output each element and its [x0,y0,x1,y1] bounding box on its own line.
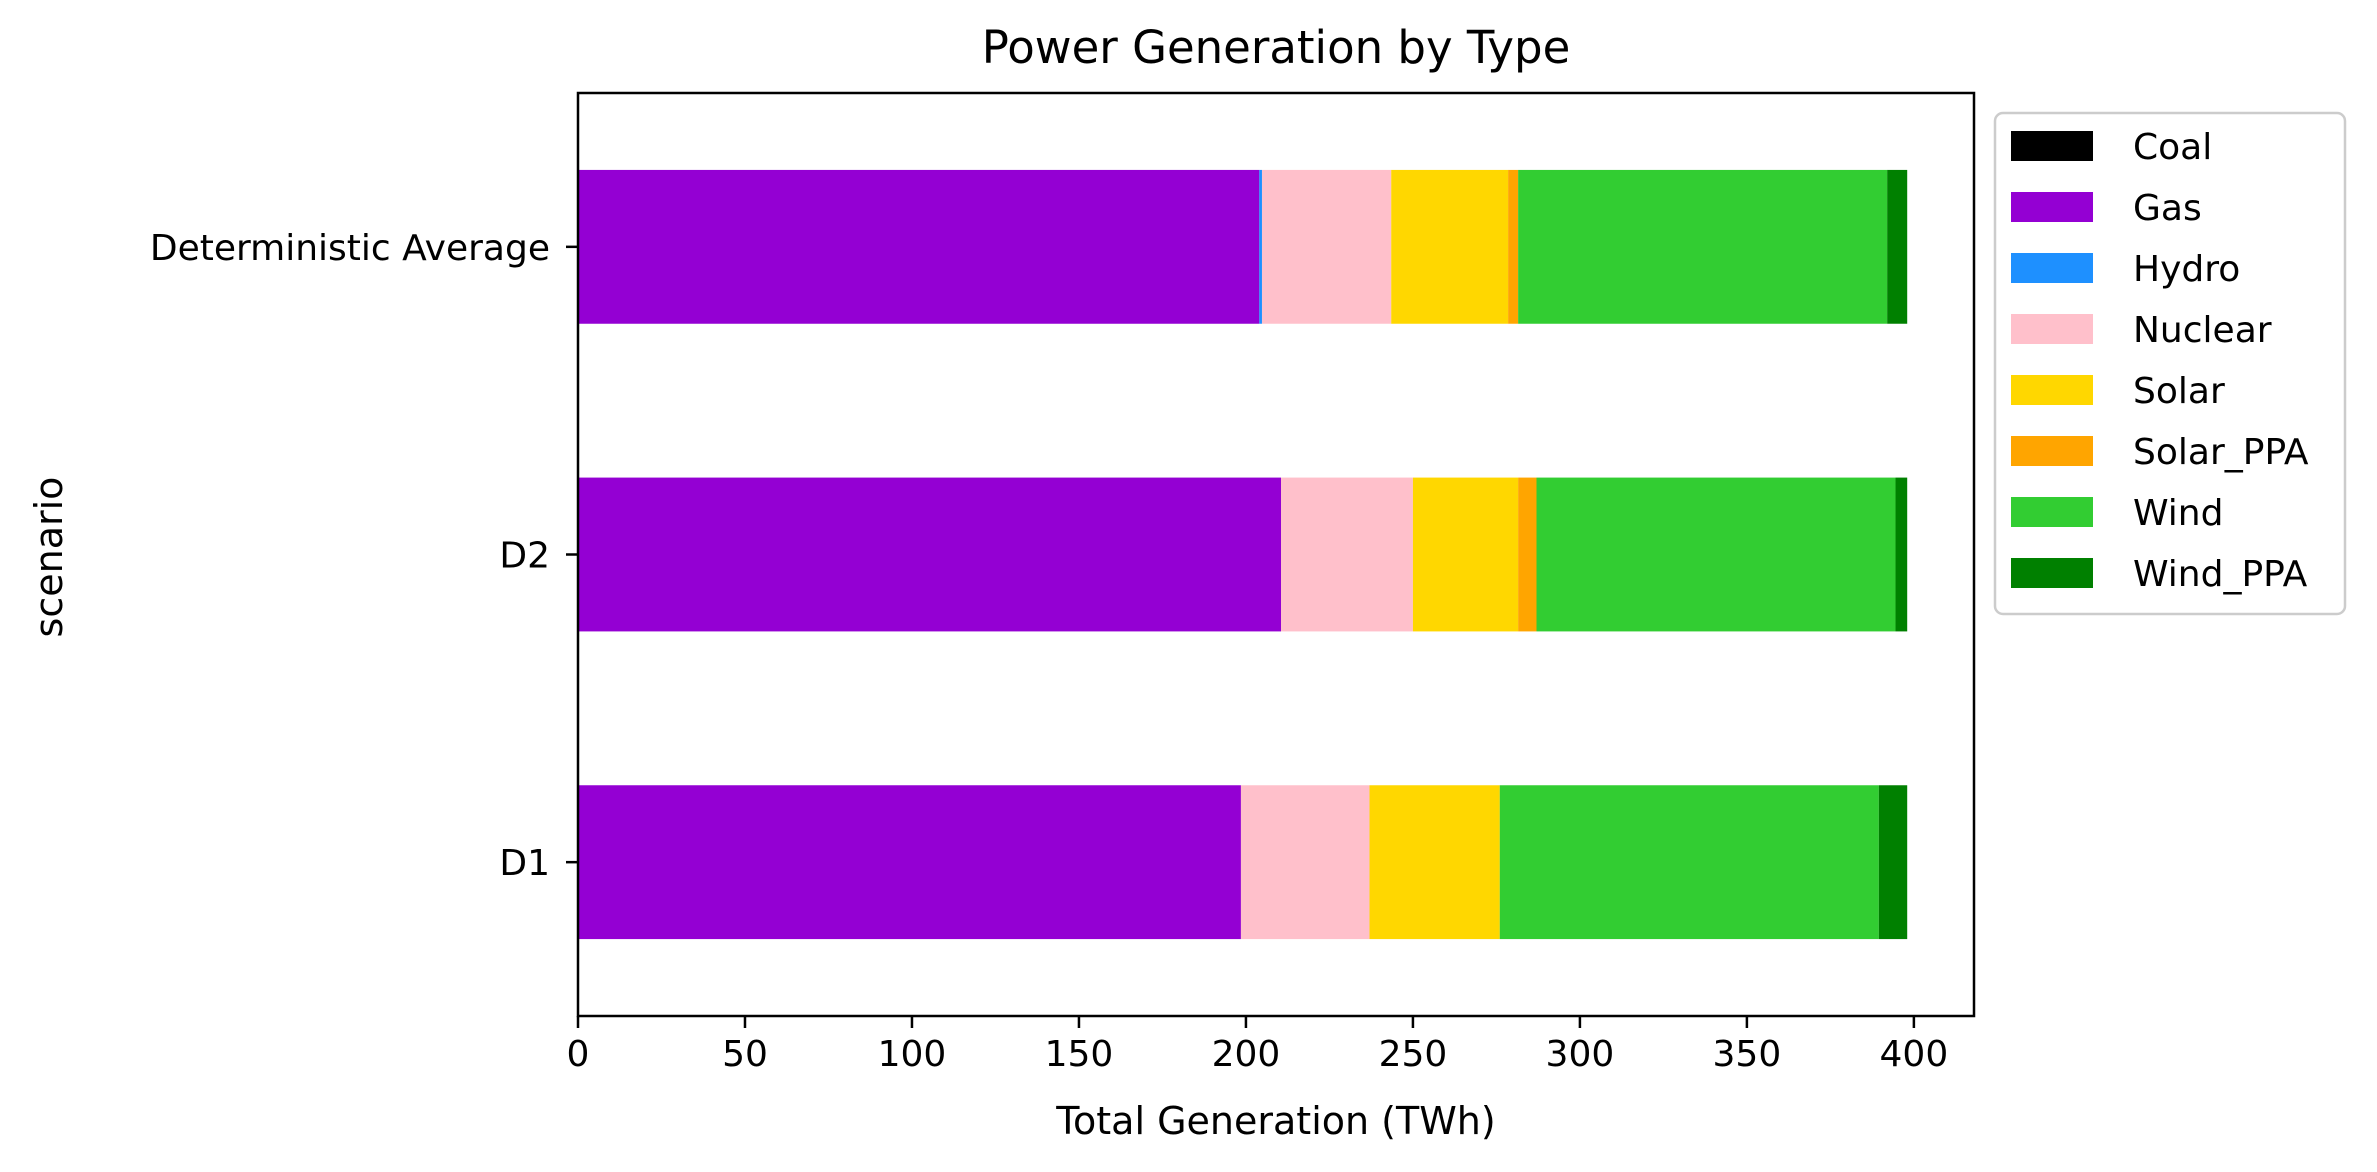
x-tick-label: 0 [567,1034,590,1075]
bar-d2-gas [578,477,1282,632]
y-tick-label: D1 [499,843,550,884]
x-tick-label: 150 [1045,1034,1114,1075]
legend-label-solar: Solar [2133,371,2225,412]
legend-label-hydro: Hydro [2133,249,2240,290]
legend-label-wind: Wind [2133,493,2223,534]
bar-deterministic-average-nuclear [1261,169,1392,324]
y-tick-label: Deterministic Average [150,228,550,269]
legend-swatch-gas [2011,192,2093,222]
x-tick-label: 250 [1379,1034,1448,1075]
bars-layer [578,169,1908,940]
x-tick-label: 200 [1212,1034,1281,1075]
legend-label-gas: Gas [2133,188,2202,229]
legend-swatch-wind-ppa [2011,558,2093,588]
legend-swatch-solar [2011,375,2093,405]
bar-d1-nuclear [1240,785,1370,940]
x-axis: 0 50 100 150 200 250 300 350 400 [567,1016,1949,1075]
y-tick-label: D2 [499,536,550,577]
bar-deterministic-average-solar [1391,169,1509,324]
bar-deterministic-average-wind-ppa [1887,169,1908,324]
bar-d1-wind-ppa [1878,785,1908,940]
legend-swatch-wind [2011,497,2093,527]
bar-d2-wind [1536,477,1896,632]
bar-d1-solar [1369,785,1500,940]
bar-d2-wind-ppa [1895,477,1908,632]
x-axis-label: Total Generation (TWh) [1055,1099,1495,1143]
chart-title: Power Generation by Type [982,21,1571,74]
x-tick-label: 50 [722,1034,768,1075]
legend-swatch-hydro [2011,253,2093,283]
legend-label-coal: Coal [2133,127,2212,168]
bar-d1-gas [578,785,1241,940]
bar-d2-nuclear [1281,477,1413,632]
legend: Coal Gas Hydro Nuclear Solar Solar_PPA Wind Win… [1993,111,2347,616]
x-tick-label: 350 [1713,1034,1782,1075]
bar-deterministic-average-wind [1518,169,1888,324]
legend-swatch-solar-ppa [2011,436,2093,466]
legend-label-solar-ppa: Solar_PPA [2133,432,2309,473]
bar-deterministic-average-hydro [1259,169,1262,324]
y-axis-label: scenario [27,477,71,638]
x-tick-label: 100 [878,1034,947,1075]
bar-deterministic-average-solar-ppa [1508,169,1519,324]
bar-d2-solar-ppa [1518,477,1537,632]
legend-label-nuclear: Nuclear [2133,310,2272,351]
y-axis: D1 D2 Deterministic Average [150,228,578,884]
x-tick-label: 400 [1880,1034,1949,1075]
bar-d2-solar [1412,477,1519,632]
legend-box [1993,111,2347,616]
x-tick-label: 300 [1546,1034,1615,1075]
bar-deterministic-average-gas [578,169,1260,324]
legend-swatch-coal [2011,131,2093,161]
bar-d1-wind [1499,785,1879,940]
legend-swatch-nuclear [2011,314,2093,344]
legend-label-wind-ppa: Wind_PPA [2133,554,2308,595]
